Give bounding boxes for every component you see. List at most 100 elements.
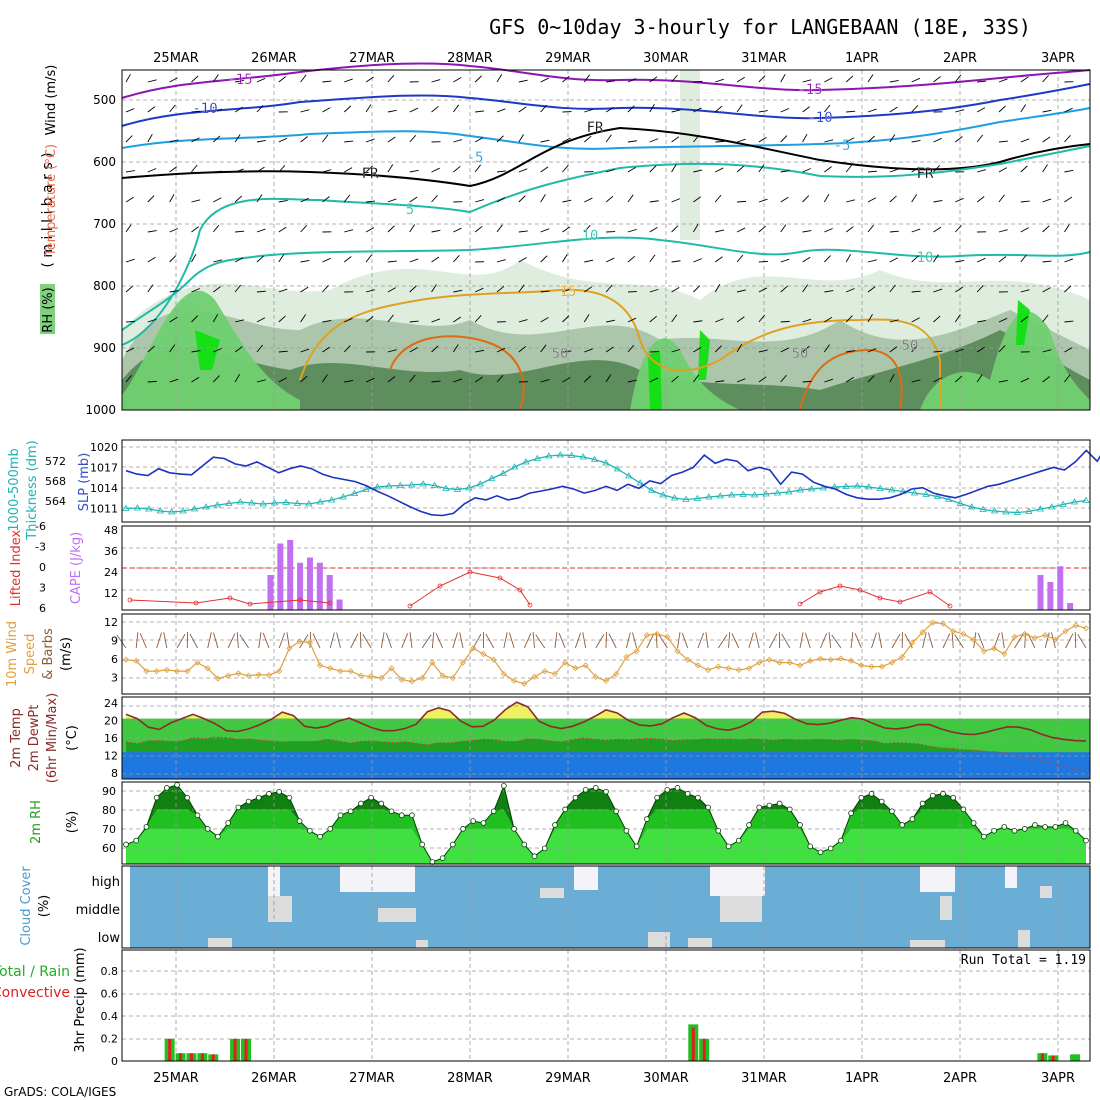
thickness-point [728, 491, 736, 498]
upper-wind-barb [911, 166, 920, 173]
rh2-point [378, 800, 385, 807]
upper-wind-barb [169, 378, 179, 383]
upper-wind-barb [758, 349, 768, 353]
upper-wind-barb [409, 169, 419, 173]
upper-wind-barb [147, 345, 155, 353]
upper-wind-barb [212, 375, 220, 383]
upper-wind-barb [780, 320, 790, 323]
contour-label: 50 [902, 338, 919, 354]
upper-wind-barb [387, 287, 396, 293]
upper-wind-barb [496, 259, 506, 263]
upper-wind-barb [627, 228, 637, 233]
slp-bg [122, 440, 1090, 522]
upper-wind-barb [671, 74, 678, 83]
li-point [947, 603, 953, 609]
upper-wind-barb [496, 74, 503, 83]
upper-wind-barb [824, 228, 833, 233]
thickness-point [693, 494, 702, 501]
upper-wind-barb [365, 76, 374, 83]
date-label-top: 27MAR [349, 51, 395, 66]
rh-shade-9 [1016, 300, 1030, 345]
wind-speed-point [408, 678, 416, 685]
thickness-point [945, 495, 953, 502]
upper-wind-barb [649, 200, 659, 203]
temp-line [125, 701, 1087, 742]
upper-wind-barb [212, 224, 220, 233]
wind-barb [350, 633, 359, 649]
temp-ytick: 8 [111, 767, 118, 780]
date-label-top: 25MAR [153, 51, 199, 66]
thickness-point [819, 484, 827, 491]
upper-wind-barb [933, 199, 943, 203]
li-point [327, 600, 333, 606]
upper-wind-barb [911, 317, 920, 323]
wind-speed-line [125, 621, 1087, 685]
upper-wind-barb [234, 257, 244, 263]
upper-wind-barb [278, 350, 288, 353]
upper-wind-barb [977, 80, 987, 83]
upper-wind-barb [452, 344, 459, 353]
upper-wind-barb [518, 319, 528, 323]
upper-wind-barb [125, 320, 136, 323]
upper-wind-barb [562, 75, 570, 83]
li-point [837, 583, 843, 589]
date-label-top: 1APR [845, 51, 879, 66]
upper-wind-barb [169, 77, 178, 83]
thickness-point [373, 483, 382, 490]
wind-barb [207, 632, 212, 649]
upper-wind-barb [780, 285, 788, 293]
upper-wind-barb [540, 344, 547, 353]
upper-wind-barb [234, 106, 243, 113]
thickness-point [419, 480, 427, 487]
upper-wind-barb [955, 136, 963, 143]
upper-wind-barb [824, 290, 834, 293]
precip-conv-bar [1040, 1053, 1044, 1061]
upper-wind-barb [540, 77, 549, 83]
wind-speed-point [245, 672, 252, 679]
upper-wind-barb [933, 350, 943, 353]
thickness-ytick: 564 [45, 495, 66, 508]
rh2-point [735, 837, 742, 844]
rh2-point [1032, 822, 1038, 828]
upper-wind-barb [911, 290, 921, 293]
rh2-point [286, 794, 293, 801]
upper-wind-barb [147, 133, 153, 143]
upper-wind-barb [474, 225, 483, 233]
rh2-point [725, 843, 732, 850]
rh-shade-10 [680, 70, 700, 240]
wind-speed-point [173, 668, 181, 675]
upper-wind-barb [911, 228, 921, 233]
upper-wind-barb [365, 377, 375, 383]
upper-wind-barb [780, 73, 786, 83]
wind-speed-point [980, 648, 987, 655]
wind-barb [421, 634, 432, 649]
wind-speed-point [715, 663, 722, 670]
wind-speed-point [735, 666, 742, 674]
rh2-point [460, 826, 466, 832]
upper-wind-barb [213, 170, 223, 173]
rh2-point [307, 828, 313, 834]
upper-wind-barb [431, 105, 439, 113]
upper-wind-barb [736, 378, 746, 383]
upper-wind-barb [540, 290, 550, 293]
upper-wind-barb [584, 135, 592, 143]
upper-wind-barb [387, 75, 395, 83]
upper-wind-barb [1042, 225, 1050, 233]
ylabel-li: Lifted Index [9, 529, 24, 606]
upper-wind-barb [715, 167, 724, 173]
upper-wind-barb [933, 137, 942, 143]
upper-wind-barb [889, 230, 899, 233]
wind-speed-point [602, 677, 610, 684]
upper-wind-barb [998, 345, 1006, 353]
upper-wind-barb [715, 318, 724, 323]
contour-label: 10 [917, 250, 934, 266]
rh2-point [991, 828, 997, 834]
li-point [193, 600, 199, 606]
rh2-point [572, 794, 579, 801]
date-label-bottom: 26MAR [251, 1071, 297, 1086]
ylabel-rh: RH (%) [41, 287, 56, 332]
upper-wind-barb [169, 166, 178, 173]
rh2-point [1021, 826, 1028, 832]
thickness-point [1070, 498, 1079, 505]
upper-wind-barb [300, 225, 308, 233]
